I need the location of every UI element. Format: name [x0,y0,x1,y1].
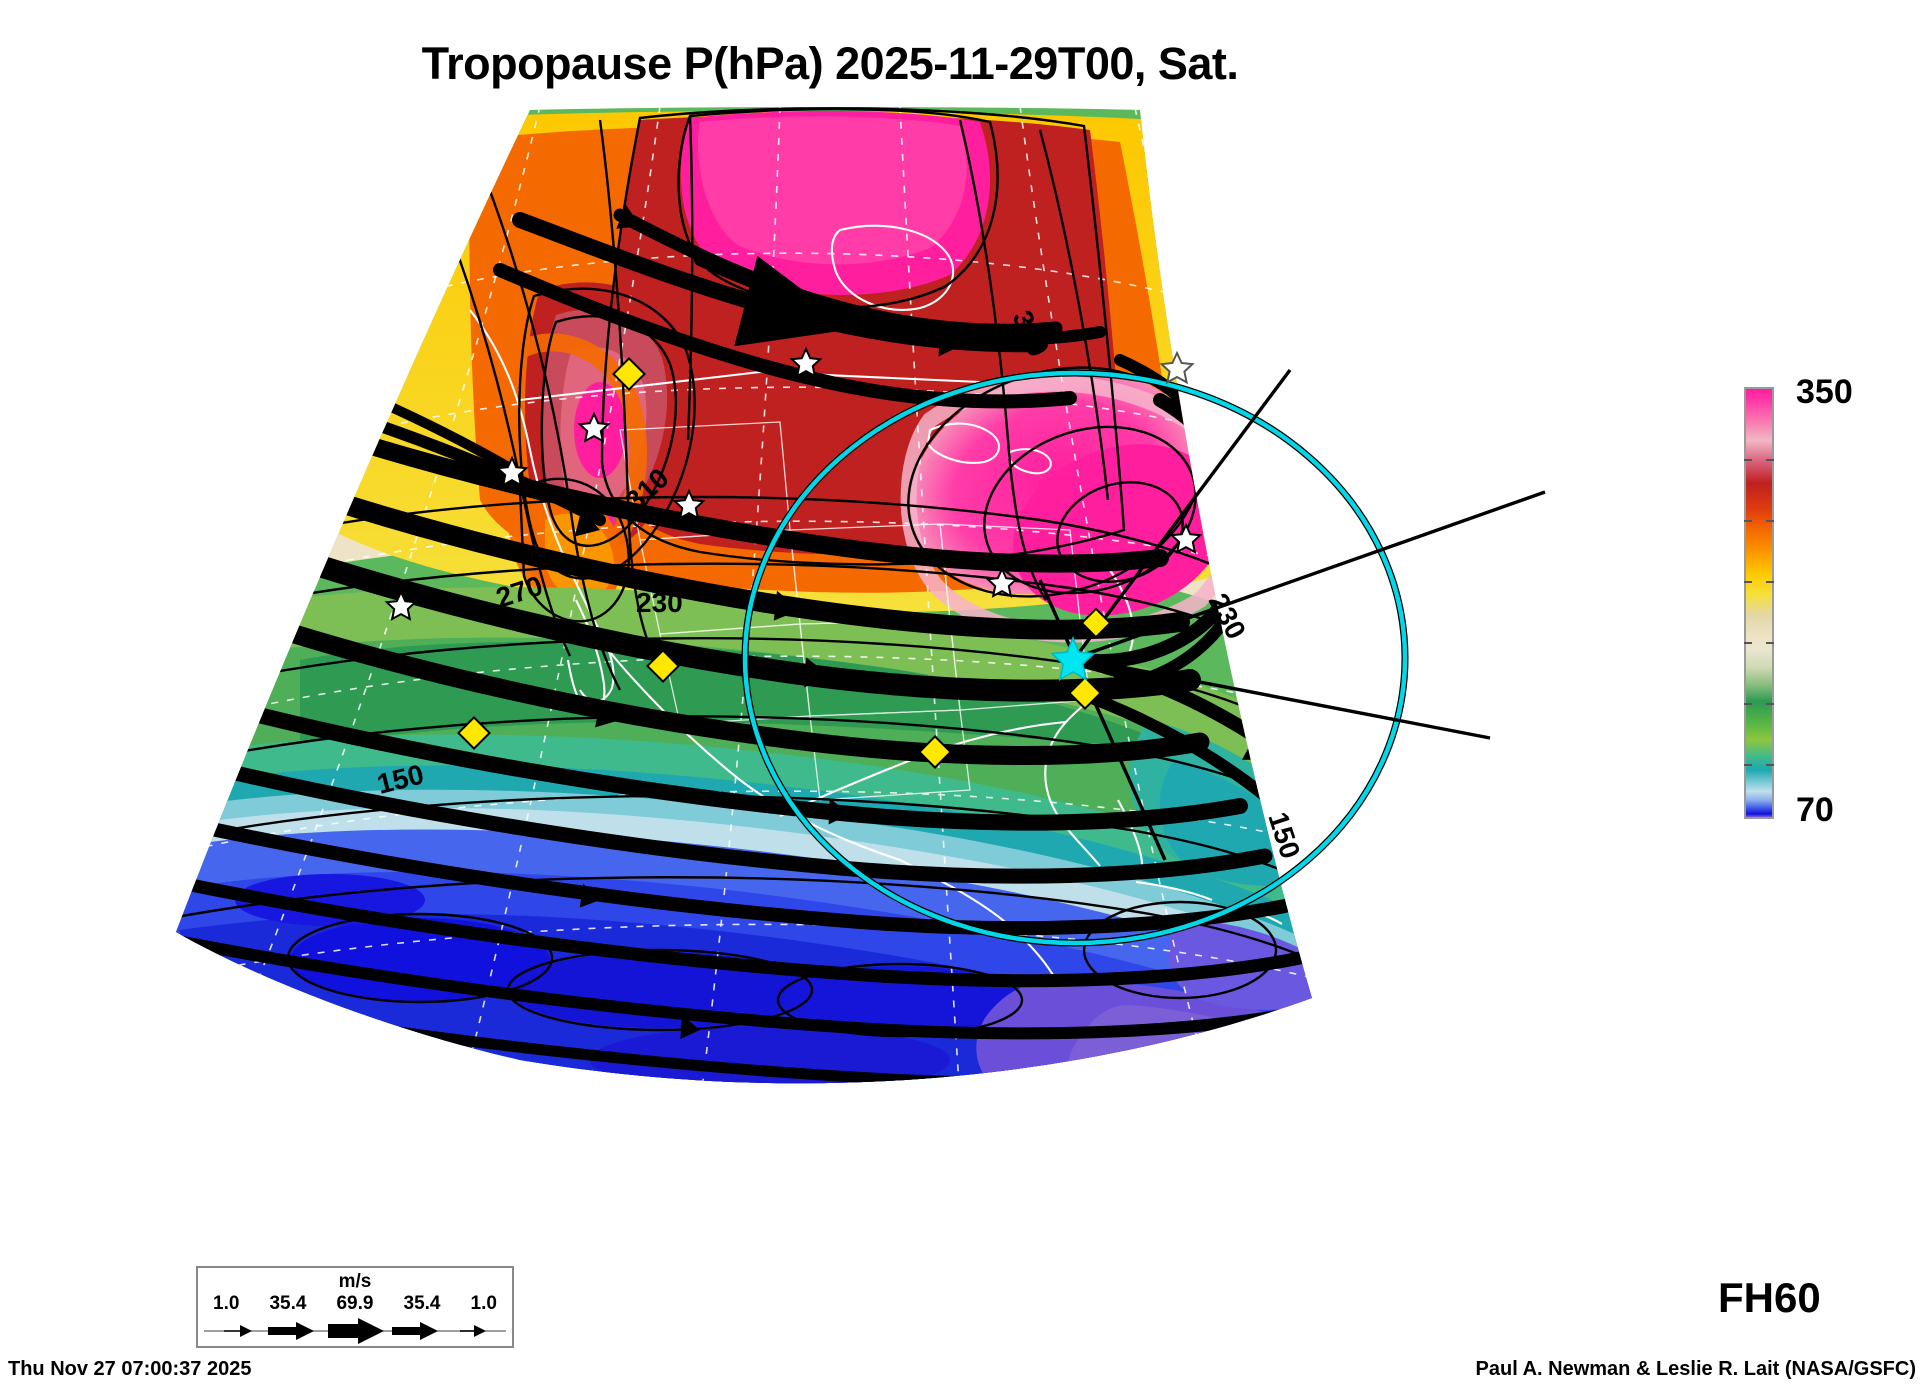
station-markers[interactable] [384,346,1203,769]
wind-speed-legend: m/s 1.0 35.4 69.9 35.4 1.0 [196,1266,514,1348]
colorbar-tick [1744,642,1752,644]
colorbar-max-label: 350 [1796,373,1853,411]
map-canvas[interactable]: 230 310 270 350 230 150 150 [0,100,1660,1170]
colorbar-tick [1766,764,1774,766]
colorbar-tick [1766,520,1774,522]
page-title: Tropopause P(hPa) 2025-11-29T00, Sat. [421,38,1239,89]
tropopause-pressure-field [176,107,1312,1084]
colorbar-gradient[interactable] [1744,387,1774,819]
generation-timestamp: Thu Nov 27 07:00:37 2025 [8,1358,252,1380]
wind-value: 1.0 [213,1293,240,1314]
colorbar-tick [1744,581,1752,583]
colorbar[interactable]: 350 70 [1744,373,1853,829]
author-credit: Paul A. Newman & Leslie R. Lait (NASA/GS… [1475,1358,1916,1380]
colorbar-tick [1766,703,1774,705]
wind-value: 35.4 [269,1293,307,1314]
wind-arrow-scale [204,1318,506,1344]
yellow-diamond-markers [457,357,1112,769]
colorbar-min-label: 70 [1796,791,1834,829]
wind-value: 1.0 [470,1293,497,1314]
map-panel[interactable]: 230 310 270 350 230 150 150 [0,100,1660,1170]
colorbar-tick [1766,581,1774,583]
colorbar-tick [1766,642,1774,644]
range-ring [742,370,1408,946]
colorbar-tick [1744,459,1752,461]
colorbar-tick [1744,703,1752,705]
wind-value: 69.9 [336,1293,374,1314]
wind-unit-label: m/s [338,1271,372,1292]
range-ring-group [741,369,1409,947]
wind-value-labels: 1.0 35.4 69.9 35.4 1.0 [198,1293,512,1315]
colorbar-tick [1744,520,1752,522]
cyan-star-marker[interactable] [1050,635,1096,682]
contour-label-230-west: 230 [636,587,683,618]
open-star-marker [1159,350,1195,385]
wind-value: 35.4 [403,1293,441,1314]
colorbar-tick [1766,459,1774,461]
white-star-markers [384,346,1203,621]
forecast-hour-label: FH60 [1718,1274,1821,1321]
colorbar-tick [1744,764,1752,766]
